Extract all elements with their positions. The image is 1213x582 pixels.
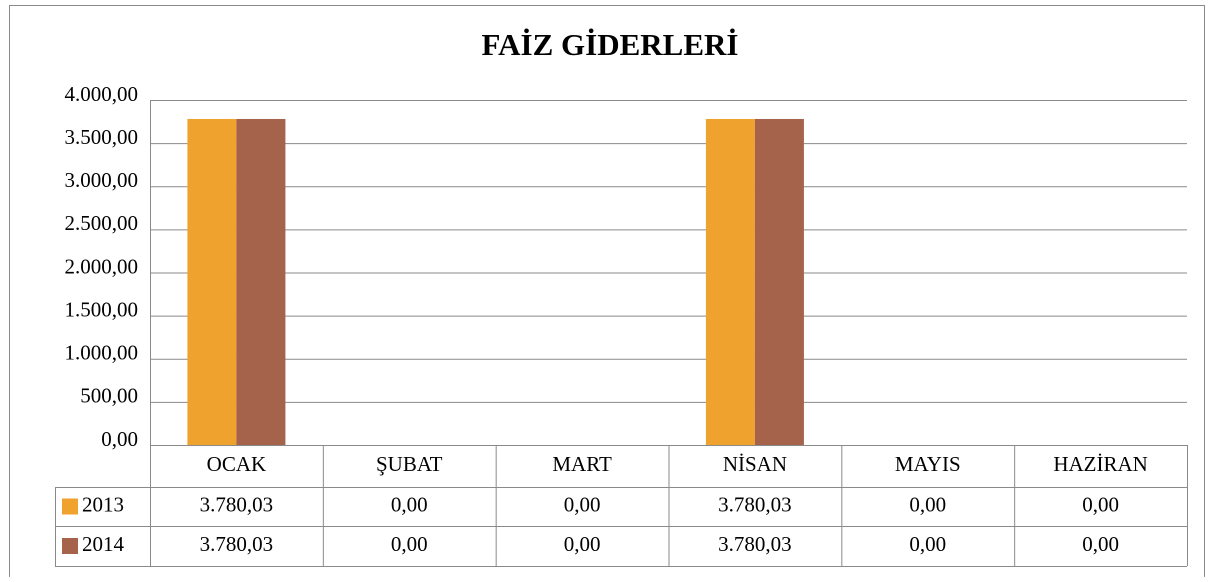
y-tick-label: 2.000,00: [65, 254, 139, 278]
table-cell: 0,00: [564, 492, 601, 516]
x-tick-label: OCAK: [207, 452, 267, 476]
bar: [236, 118, 286, 445]
table-cell: 3.780,03: [200, 492, 274, 516]
y-tick-label: 1.000,00: [65, 341, 139, 365]
chart-title: FAİZ GİDERLERİ: [482, 27, 739, 62]
table-cell: 3.780,03: [718, 532, 792, 556]
y-tick-label: 500,00: [80, 384, 138, 408]
legend-label: 2014: [82, 532, 125, 556]
table-cell: 3.780,03: [200, 532, 274, 556]
y-tick-label: 2.500,00: [65, 211, 139, 235]
y-tick-label: 3.000,00: [65, 168, 139, 192]
x-tick-label: HAZİRAN: [1053, 452, 1148, 476]
bar: [705, 118, 755, 445]
table-cell: 0,00: [909, 532, 946, 556]
bar: [754, 118, 804, 445]
legend-label: 2013: [82, 492, 124, 516]
legend-key: [62, 498, 78, 515]
y-tick-label: 0,00: [101, 427, 138, 451]
x-tick-label: MAYIS: [895, 452, 961, 476]
y-tick-label: 3.500,00: [65, 125, 139, 149]
x-tick-label: ŞUBAT: [376, 452, 443, 476]
table-cell: 0,00: [391, 532, 428, 556]
table-cell: 0,00: [1082, 492, 1119, 516]
table-cell: 0,00: [1082, 532, 1119, 556]
table-cell: 0,00: [564, 532, 601, 556]
legend-key: [62, 538, 78, 554]
y-tick-label: 4.000,00: [65, 82, 139, 106]
table-cell: 3.780,03: [718, 492, 792, 516]
y-tick-label: 1.500,00: [65, 297, 139, 321]
bar: [187, 118, 237, 445]
table-cell: 0,00: [909, 492, 946, 516]
x-tick-label: MART: [552, 452, 612, 476]
x-tick-label: NİSAN: [723, 452, 787, 476]
table-cell: 0,00: [391, 492, 428, 516]
